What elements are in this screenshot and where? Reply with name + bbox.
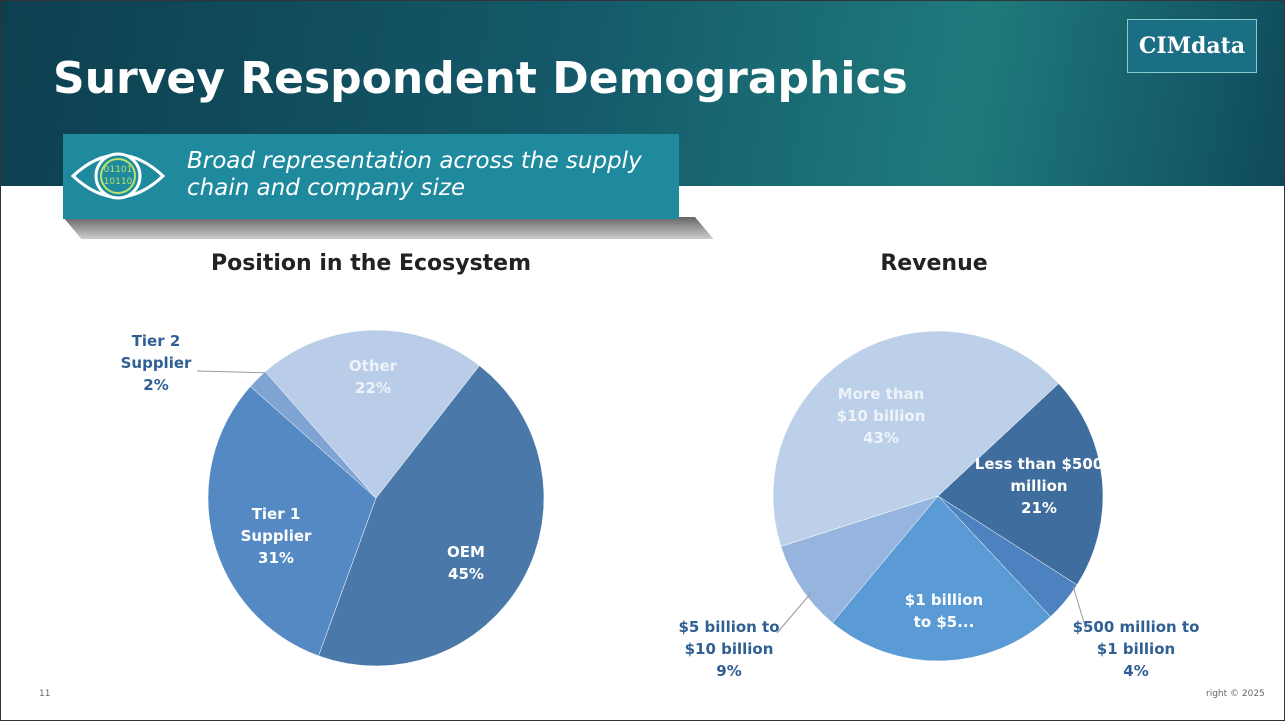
svg-text:10110: 10110 — [104, 177, 133, 187]
pie-slice — [780, 495, 939, 624]
category-label: $1 billion to $5... — [904, 591, 984, 631]
data-label: Other 22% — [333, 355, 413, 399]
value-label: 2% — [143, 376, 169, 394]
data-label: $500 million to $1 billion 4% — [1071, 616, 1201, 682]
data-label: OEM 45% — [426, 541, 506, 585]
callout-text: Broad representation across the supply c… — [187, 148, 642, 201]
category-label: Other — [348, 357, 398, 375]
data-label: $5 billion to $10 billion 9% — [669, 616, 789, 682]
slide-title: Survey Respondent Demographics — [53, 53, 908, 104]
value-label: 43% — [863, 429, 899, 447]
value-label: 45% — [448, 565, 484, 583]
value-label: 31% — [258, 549, 294, 567]
category-label: Tier 2 Supplier — [120, 332, 192, 372]
chart-title: Revenue — [880, 251, 988, 276]
leader-line — [196, 370, 274, 374]
category-label: $5 billion to $10 billion — [678, 618, 780, 658]
category-label: OEM — [447, 543, 485, 561]
data-label: More than $10 billion 43% — [831, 383, 931, 449]
chart-title: Position in the Ecosystem — [210, 251, 532, 276]
category-label: $500 million to $1 billion — [1072, 618, 1200, 658]
value-label: 22% — [355, 379, 391, 397]
pie-slice — [832, 495, 1051, 662]
pie-slice — [264, 329, 480, 499]
pie-slice — [318, 365, 545, 667]
leader-line — [1072, 585, 1087, 630]
leader-line — [776, 592, 812, 634]
value-label: 9% — [716, 662, 742, 680]
category-label: Tier 1 Supplier — [240, 505, 312, 545]
data-label: Tier 1 Supplier 31% — [231, 503, 321, 569]
category-label: More than $10 billion — [836, 385, 926, 425]
page-number: 11 — [39, 689, 51, 699]
pie-slice — [772, 330, 1060, 547]
category-label: Less than $500 million — [974, 455, 1104, 495]
callout: 01101 10110 Broad representation across … — [63, 134, 679, 219]
value-label: 4% — [1123, 662, 1149, 680]
data-label: Tier 2 Supplier 2% — [111, 330, 201, 396]
value-label: 21% — [1021, 499, 1057, 517]
svg-text:01101: 01101 — [104, 165, 133, 175]
callout-icon: 01101 10110 — [70, 152, 166, 200]
pie-slice — [207, 386, 377, 657]
data-label: Less than $500 million 21% — [974, 453, 1104, 519]
data-label: $1 billion to $5... — [894, 589, 994, 633]
copyright: right © 2025 — [1206, 689, 1265, 699]
logo: CIMdata — [1127, 19, 1257, 73]
pie-slice — [937, 383, 1104, 586]
